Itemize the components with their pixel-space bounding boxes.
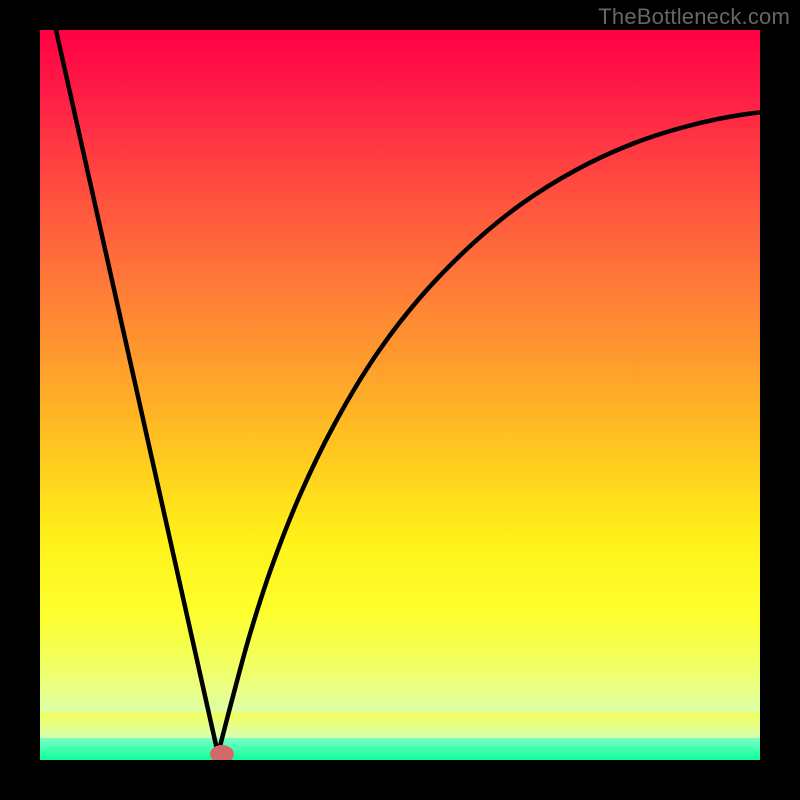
watermark-label: TheBottleneck.com [598, 4, 790, 30]
optimal-marker [210, 745, 234, 763]
bottleneck-chart: TheBottleneck.com [0, 0, 800, 800]
bottleneck-curve [0, 0, 800, 800]
